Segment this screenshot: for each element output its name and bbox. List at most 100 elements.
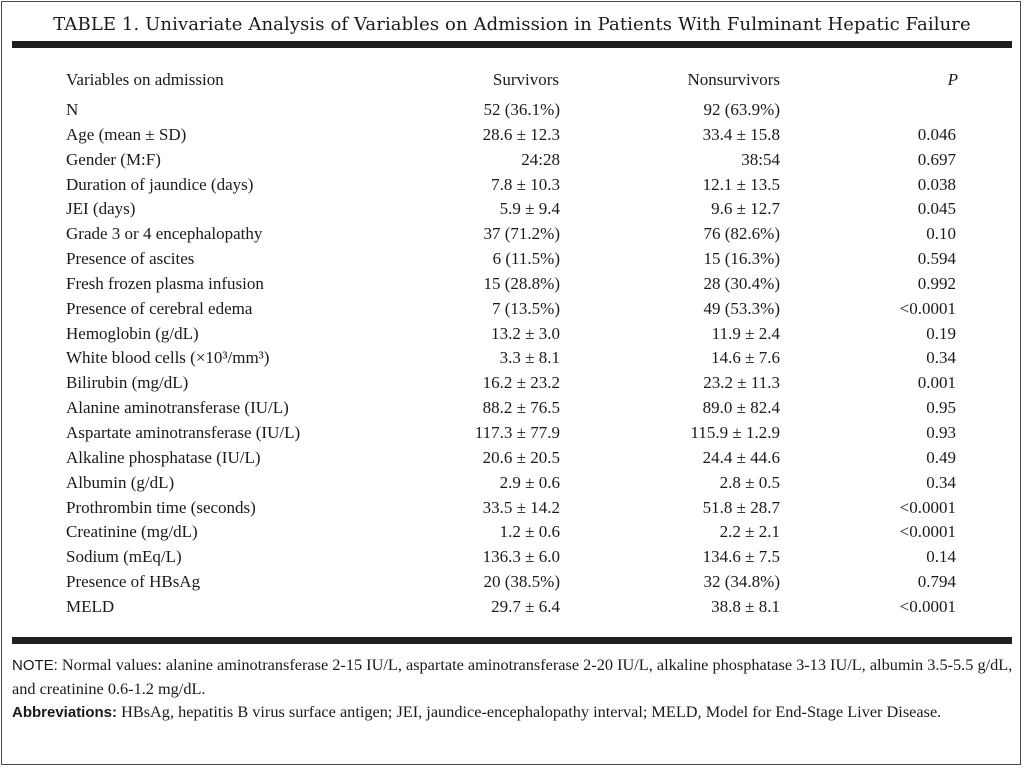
cell-variable: Presence of ascites: [66, 249, 195, 269]
cell-survivors: 28.6 ± 12.3: [482, 124, 560, 144]
cell-p-value: 0.34: [926, 348, 956, 368]
cell-survivors: 6 (11.5%): [492, 249, 560, 269]
cell-survivors: 1.2 ± 0.6: [499, 522, 560, 542]
cell-survivors: 3.3 ± 8.1: [499, 348, 560, 368]
table-row: Duration of jaundice (days) 7.8 ± 10.3 12.…: [0, 173, 1024, 198]
cell-survivors: 33.5 ± 14.2: [482, 497, 560, 517]
note-paragraph: NOTE: Normal values: alanine aminotransf…: [12, 654, 1014, 700]
cell-variable: Aspartate aminotransferase (IU/L): [66, 422, 301, 442]
cell-variable: Creatinine (mg/dL): [66, 522, 198, 542]
cell-nonsurvivors: 38.8 ± 8.1: [711, 596, 780, 616]
cell-p-value: 0.19: [926, 323, 956, 343]
cell-p-value: 0.992: [917, 273, 956, 293]
cell-nonsurvivors: 134.6 ± 7.5: [702, 547, 780, 567]
table-row: Gender (M:F) 24:28 38:54 0.697: [0, 148, 1024, 173]
table-row: Presence of ascites 6 (11.5%) 15 (16.3%) 0.…: [0, 247, 1024, 272]
cell-p-value: 0.038: [917, 174, 956, 194]
cell-variable: Sodium (mEq/L): [66, 547, 182, 567]
table-body: N 52 (36.1%) 92 (63.9%) Age (mean ± SD) 28.6…: [0, 98, 1024, 620]
cell-nonsurvivors: 38:54: [741, 149, 780, 169]
cell-nonsurvivors: 24.4 ± 44.6: [702, 447, 780, 467]
abbreviations-label: Abbreviations:: [12, 704, 118, 721]
cell-survivors: 37 (71.2%): [483, 224, 560, 244]
cell-variable: Fresh frozen plasma infusion: [66, 273, 264, 293]
cell-survivors: 20.6 ± 20.5: [482, 447, 560, 467]
table-title: TABLE 1. Univariate Analysis of Variable…: [53, 14, 971, 35]
cell-nonsurvivors: 33.4 ± 15.8: [702, 124, 780, 144]
cell-nonsurvivors: 51.8 ± 28.7: [702, 497, 780, 517]
cell-p-value: 0.14: [926, 547, 956, 567]
cell-variable: JEI (days): [66, 199, 136, 219]
cell-nonsurvivors: 76 (82.6%): [703, 224, 780, 244]
cell-nonsurvivors: 11.9 ± 2.4: [711, 323, 780, 343]
cell-p-value: 0.794: [917, 572, 956, 592]
cell-nonsurvivors: 9.6 ± 12.7: [711, 199, 780, 219]
cell-p-value: 0.045: [917, 199, 956, 219]
cell-variable: MELD: [66, 596, 115, 616]
note-text: Normal values: alanine aminotransferase …: [12, 655, 1013, 698]
cell-survivors: 15 (28.8%): [483, 273, 560, 293]
table-header-row: Variables on admission Survivors Nonsurv…: [0, 68, 1024, 94]
cell-p-value: <0.0001: [899, 497, 956, 517]
table-row: Alkaline phosphatase (IU/L) 20.6 ± 20.5 24…: [0, 446, 1024, 471]
cell-p-value: 0.001: [917, 373, 956, 393]
cell-survivors: 88.2 ± 76.5: [482, 398, 560, 418]
cell-survivors: 52 (36.1%): [483, 100, 560, 119]
column-header-survivors: Survivors: [492, 70, 559, 89]
cell-p-value: 0.95: [926, 398, 956, 418]
cell-variable: Albumin (g/dL): [66, 472, 175, 492]
cell-survivors: 13.2 ± 3.0: [491, 323, 560, 343]
cell-survivors: 16.2 ± 23.2: [482, 373, 560, 393]
table-row: Age (mean ± SD) 28.6 ± 12.3 33.4 ± 15.8 0.0…: [0, 123, 1024, 148]
table-row: MELD 29.7 ± 6.4 38.8 ± 8.1 <0.0001: [0, 595, 1024, 620]
table-notes: NOTE: Normal values: alanine aminotransf…: [12, 654, 1014, 726]
table-row: Sodium (mEq/L) 136.3 ± 6.0 134.6 ± 7.5 0.14: [0, 545, 1024, 570]
cell-p-value: 0.046: [917, 124, 956, 144]
table-row: Creatinine (mg/dL) 1.2 ± 0.6 2.2 ± 2.1 <0.0…: [0, 520, 1024, 545]
table-row: Albumin (g/dL) 2.9 ± 0.6 2.8 ± 0.5 0.34: [0, 471, 1024, 496]
cell-nonsurvivors: 32 (34.8%): [703, 572, 780, 592]
table-row: N 52 (36.1%) 92 (63.9%): [0, 98, 1024, 123]
table-row: Fresh frozen plasma infusion 15 (28.8%) 28…: [0, 272, 1024, 297]
cell-survivors: 117.3 ± 77.9: [474, 422, 560, 442]
cell-variable: Presence of HBsAg: [66, 572, 201, 592]
note-label: NOTE:: [12, 657, 58, 674]
cell-p-value: 0.594: [917, 249, 956, 269]
cell-nonsurvivors: 89.0 ± 82.4: [702, 398, 780, 418]
column-header-variables: Variables on admission: [66, 70, 224, 89]
cell-variable: Duration of jaundice (days): [66, 174, 254, 194]
cell-nonsurvivors: 115.9 ± 1.2.9: [690, 422, 780, 442]
cell-p-value: 0.34: [926, 472, 956, 492]
cell-survivors: 29.7 ± 6.4: [491, 596, 560, 616]
cell-p-value: 0.10: [926, 224, 956, 244]
abbreviations-text: HBsAg, hepatitis B virus surface antigen…: [121, 702, 942, 721]
cell-variable: Grade 3 or 4 encephalopathy: [66, 224, 263, 244]
cell-variable: Gender (M:F): [66, 149, 161, 169]
cell-survivors: 136.3 ± 6.0: [482, 547, 560, 567]
column-header-nonsurvivors: Nonsurvivors: [687, 70, 780, 89]
table-row: Presence of HBsAg 20 (38.5%) 32 (34.8%) 0.7…: [0, 570, 1024, 595]
table-row: Prothrombin time (seconds) 33.5 ± 14.2 51.…: [0, 496, 1024, 521]
cell-nonsurvivors: 49 (53.3%): [703, 298, 780, 318]
cell-survivors: 2.9 ± 0.6: [499, 472, 560, 492]
cell-nonsurvivors: 15 (16.3%): [703, 249, 780, 269]
table-row: Bilirubin (mg/dL) 16.2 ± 23.2 23.2 ± 11.3 0…: [0, 371, 1024, 396]
cell-p-value: <0.0001: [899, 596, 956, 616]
table-row: Alanine aminotransferase (IU/L) 88.2 ± 76…: [0, 396, 1024, 421]
table-row: Presence of cerebral edema 7 (13.5%) 49 (5…: [0, 297, 1024, 322]
top-rule: [12, 41, 1012, 48]
cell-variable: Prothrombin time (seconds): [66, 497, 256, 517]
cell-survivors: 5.9 ± 9.4: [499, 199, 560, 219]
cell-p-value: <0.0001: [899, 522, 956, 542]
cell-survivors: 20 (38.5%): [483, 572, 560, 592]
table-row: Grade 3 or 4 encephalopathy 37 (71.2%) 76 …: [0, 222, 1024, 247]
cell-survivors: 24:28: [521, 149, 560, 169]
cell-p-value: 0.697: [917, 149, 956, 169]
bottom-rule: [12, 637, 1012, 644]
data-table: Variables on admission Survivors Nonsurv…: [0, 68, 1024, 620]
table-row: White blood cells (×10³/mm³) 3.3 ± 8.1 14.…: [0, 346, 1024, 371]
abbreviations-paragraph: Abbreviations: HBsAg, hepatitis B virus …: [12, 701, 1014, 725]
cell-variable: Presence of cerebral edema: [66, 298, 253, 318]
column-header-p: P: [947, 70, 958, 89]
table-row: Aspartate aminotransferase (IU/L) 117.3 ±…: [0, 421, 1024, 446]
